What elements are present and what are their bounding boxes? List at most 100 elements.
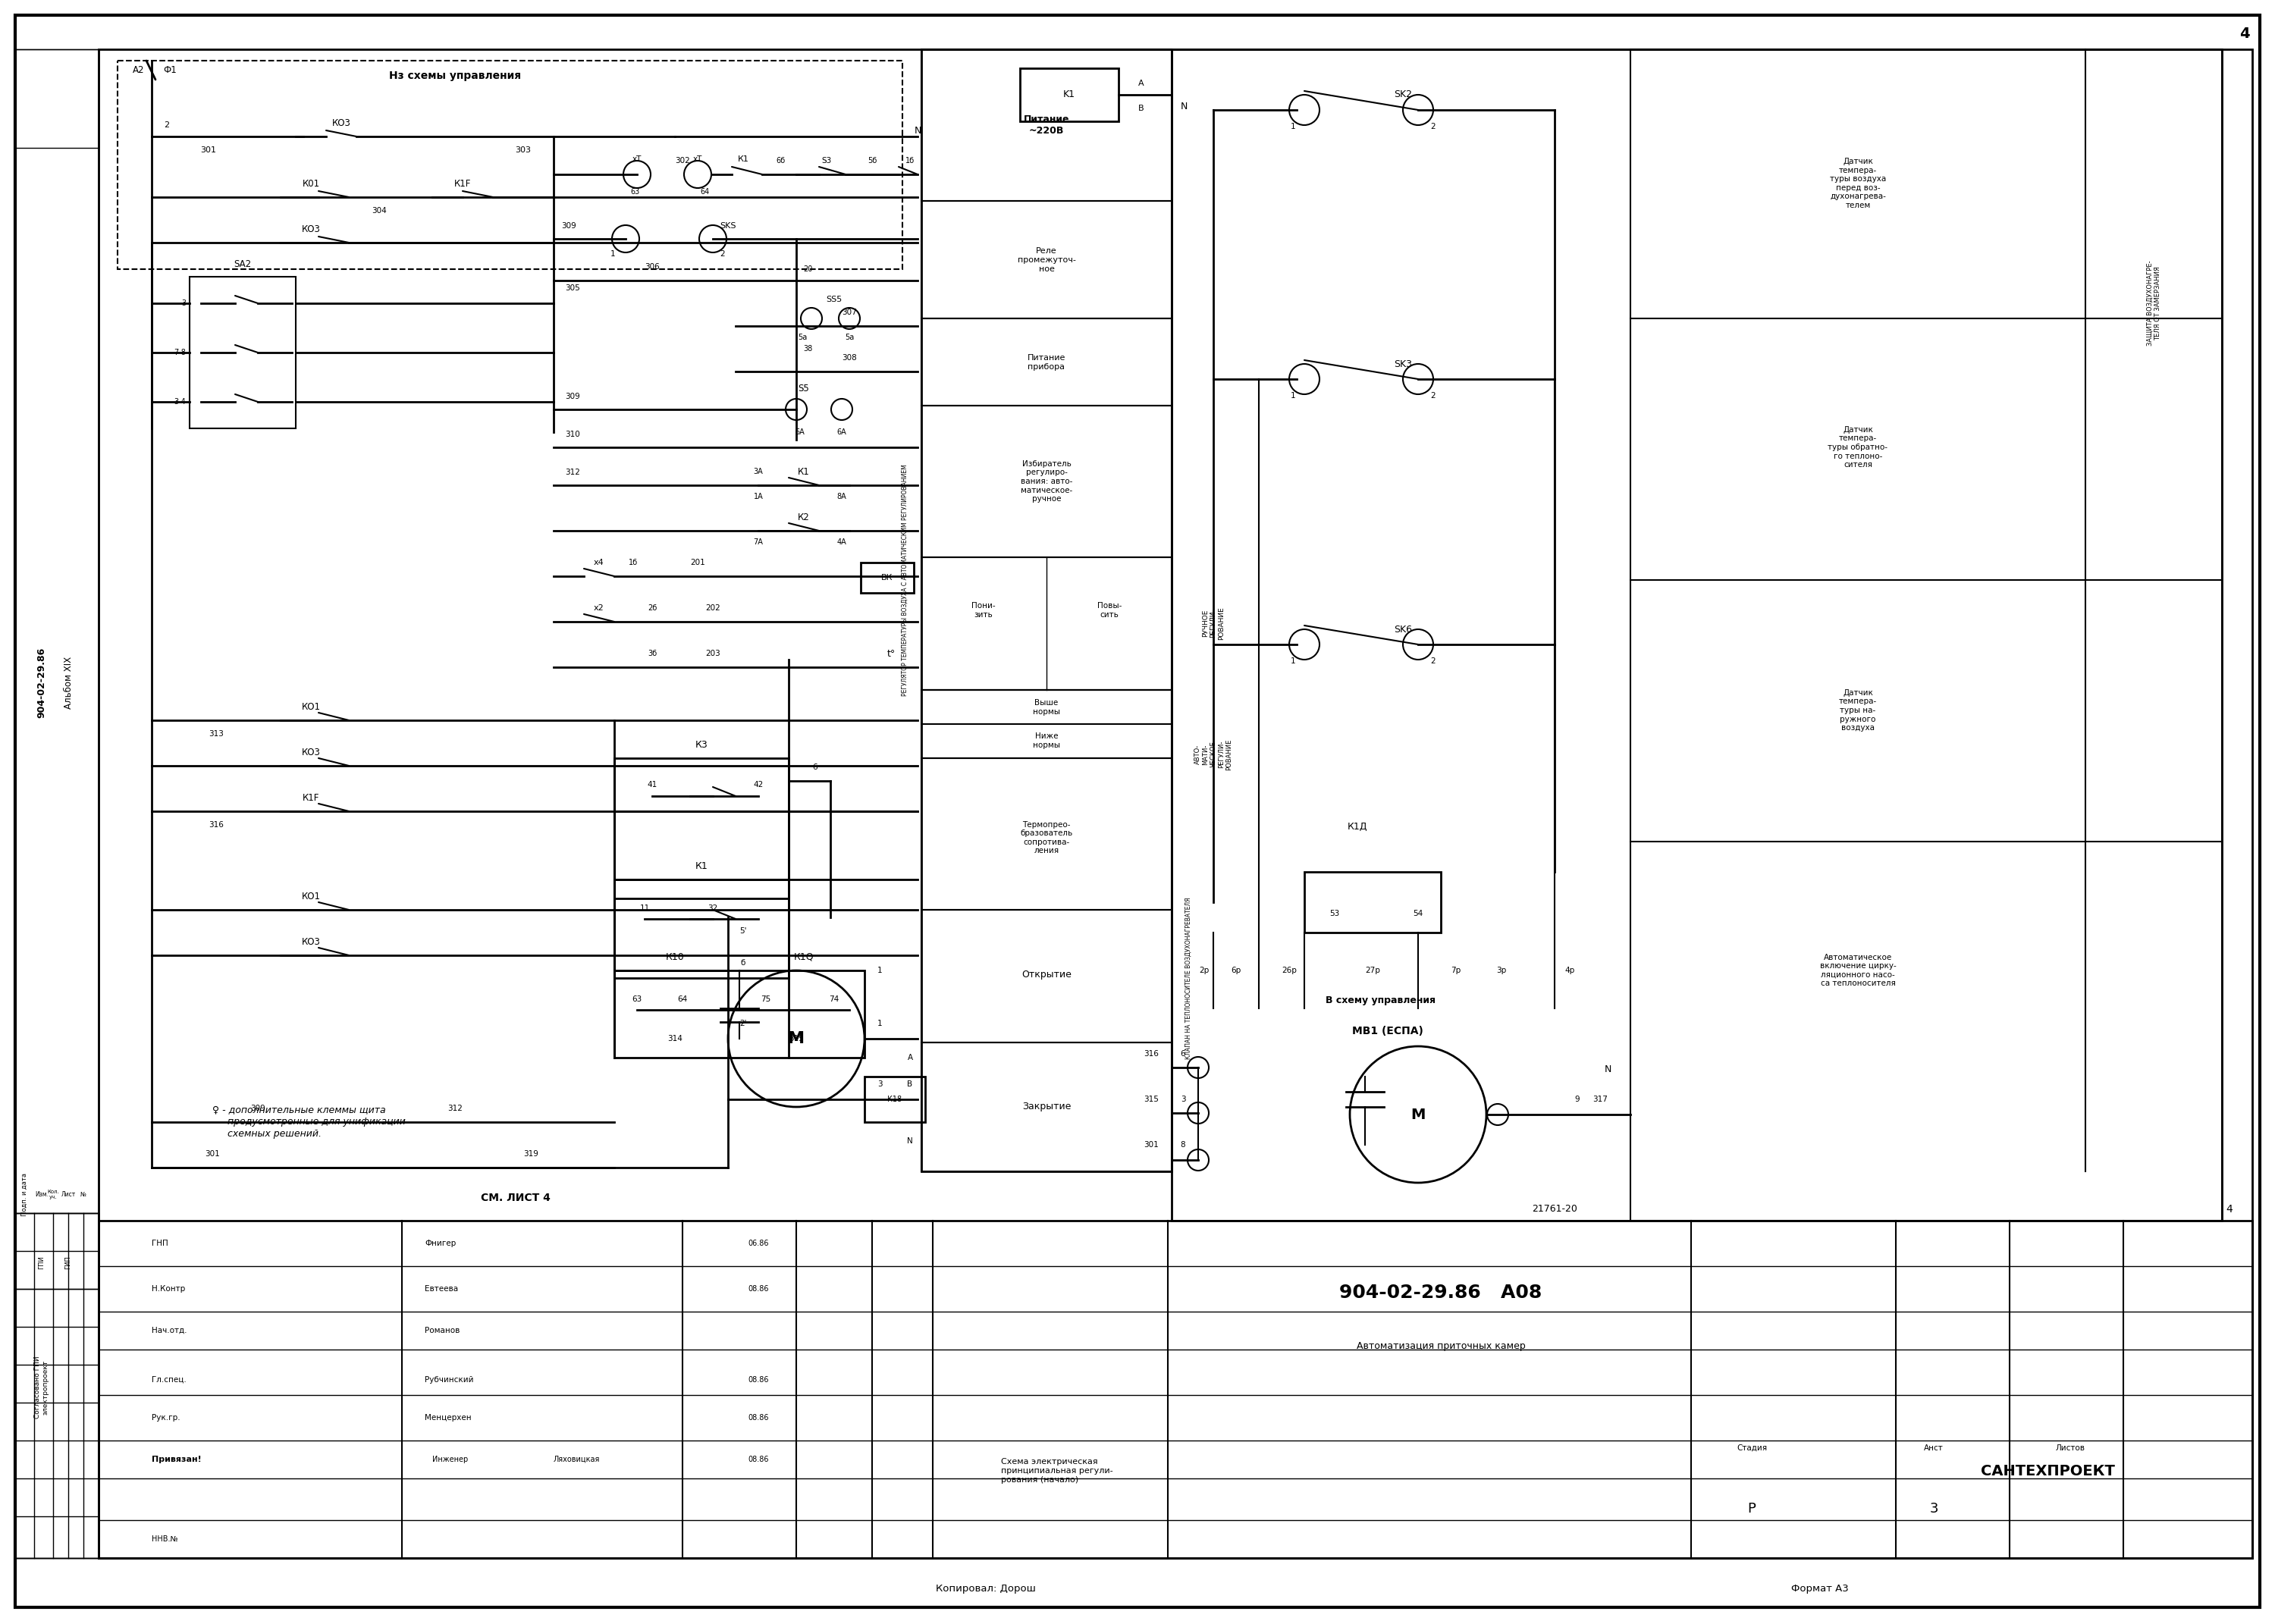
Text: 304: 304 xyxy=(371,206,387,214)
Text: Автоматическое
включение цирку-
ляционного насо-
са теплоносителя: Автоматическое включение цирку- ляционно… xyxy=(1820,953,1895,987)
Bar xyxy=(921,909,1172,1043)
Text: 4: 4 xyxy=(2239,28,2250,41)
Text: М: М xyxy=(787,1031,805,1046)
Text: 53: 53 xyxy=(1329,909,1340,918)
Text: Романов: Романов xyxy=(425,1327,460,1335)
Text: 63: 63 xyxy=(630,188,639,195)
Text: 63: 63 xyxy=(632,996,642,1004)
Bar xyxy=(921,1043,1172,1171)
Text: К3: К3 xyxy=(696,739,708,749)
Bar xyxy=(16,49,98,1557)
Text: 1б: 1б xyxy=(628,559,637,567)
Text: К1Д: К1Д xyxy=(1347,822,1367,831)
Text: ВК: ВК xyxy=(880,573,894,581)
Text: ГПИ: ГПИ xyxy=(39,1255,46,1268)
Text: Питание
прибора: Питание прибора xyxy=(1028,354,1065,370)
Text: 904-02-29.86   А08: 904-02-29.86 А08 xyxy=(1340,1283,1542,1302)
Text: К1Q: К1Q xyxy=(794,952,814,961)
Text: КО1: КО1 xyxy=(300,702,321,711)
Text: t°: t° xyxy=(887,648,896,658)
Text: 4: 4 xyxy=(2227,1203,2232,1215)
Text: 313: 313 xyxy=(209,731,223,737)
Text: 316: 316 xyxy=(1144,1051,1158,1057)
Text: К2: К2 xyxy=(799,512,810,521)
Text: 7-8: 7-8 xyxy=(173,349,187,356)
Text: КО3: КО3 xyxy=(332,119,350,128)
Text: 06.86: 06.86 xyxy=(748,1239,769,1247)
Bar xyxy=(16,1213,98,1557)
Text: 08.86: 08.86 xyxy=(748,1376,769,1384)
Text: 27р: 27р xyxy=(1365,966,1381,974)
Text: х4: х4 xyxy=(594,559,605,567)
Text: хТ: хТ xyxy=(632,156,642,162)
Bar xyxy=(921,758,1172,909)
Text: РЕГУЛЯТОР ТЕМПЕРАТУРЫ ВОЗДУХА С АВТОМАТИЧЕСКИМ РЕГУЛИРОВАНИЕМ: РЕГУЛЯТОР ТЕМПЕРАТУРЫ ВОЗДУХА С АВТОМАТИ… xyxy=(901,464,908,697)
Text: 6б: 6б xyxy=(776,158,785,164)
Text: А2: А2 xyxy=(132,65,146,75)
Text: 310: 310 xyxy=(564,430,580,438)
Text: 309: 309 xyxy=(562,222,576,229)
Text: 5': 5' xyxy=(739,927,746,935)
Bar xyxy=(98,1221,2252,1557)
Text: 2р: 2р xyxy=(1199,966,1210,974)
Text: КО1: КО1 xyxy=(300,892,321,901)
Text: 26р: 26р xyxy=(1281,966,1297,974)
Text: 315: 315 xyxy=(789,1034,803,1043)
Text: 309: 309 xyxy=(564,393,580,400)
Text: 312: 312 xyxy=(564,469,580,476)
Text: Ниже
нормы: Ниже нормы xyxy=(1033,732,1060,749)
Text: Стадия: Стадия xyxy=(1736,1444,1768,1452)
Bar xyxy=(864,1077,926,1122)
Text: 3: 3 xyxy=(182,299,187,307)
Text: х2: х2 xyxy=(594,604,605,612)
Text: ЗАЩИТА ВОЗДУХОНАГРЕ-
ТЕЛЯ ОТ ЗАМЕРЗАНИЯ: ЗАЩИТА ВОЗДУХОНАГРЕ- ТЕЛЯ ОТ ЗАМЕРЗАНИЯ xyxy=(2145,260,2161,346)
Text: 4р: 4р xyxy=(1565,966,1574,974)
Text: 2: 2 xyxy=(721,250,726,258)
Text: 308: 308 xyxy=(842,354,858,362)
Text: Выше
нормы: Выше нормы xyxy=(1033,700,1060,716)
Text: Реле
промежуточ-
ное: Реле промежуточ- ное xyxy=(1017,247,1076,273)
Text: А: А xyxy=(908,1054,912,1062)
Bar xyxy=(1172,49,2223,1221)
Bar xyxy=(921,318,1172,406)
Text: ГНП: ГНП xyxy=(152,1239,168,1247)
Text: 08.86: 08.86 xyxy=(748,1415,769,1421)
Text: Питание
~220В: Питание ~220В xyxy=(1024,114,1069,136)
Text: 319: 319 xyxy=(523,1150,539,1158)
Text: СМ. ЛИСТ 4: СМ. ЛИСТ 4 xyxy=(480,1192,551,1203)
Bar xyxy=(614,758,789,898)
Text: K1: K1 xyxy=(1062,89,1076,99)
Bar xyxy=(1019,68,1119,122)
Text: Термопрео-
бразователь
сопротива-
ления: Термопрео- бразователь сопротива- ления xyxy=(1019,820,1074,854)
Text: Альбом XIX: Альбом XIX xyxy=(64,656,73,708)
Text: 6: 6 xyxy=(812,763,817,771)
Text: Ф1: Ф1 xyxy=(164,65,177,75)
Bar xyxy=(118,60,903,270)
Text: SK6: SK6 xyxy=(1395,624,1413,635)
Text: 301: 301 xyxy=(205,1150,221,1158)
Text: МВ1 (ЕСПА): МВ1 (ЕСПА) xyxy=(1351,1026,1424,1036)
Text: 314: 314 xyxy=(667,1034,682,1043)
Text: 2': 2' xyxy=(739,1020,746,1028)
Text: Анст: Анст xyxy=(1925,1444,1943,1452)
Text: К01: К01 xyxy=(303,179,321,188)
Text: SKS: SKS xyxy=(719,222,737,229)
Text: 64: 64 xyxy=(678,996,687,1004)
Text: хТ: хТ xyxy=(694,156,703,162)
Text: 309: 309 xyxy=(250,1104,266,1112)
Bar xyxy=(16,49,98,148)
Text: Евтеева: Евтеева xyxy=(425,1285,457,1293)
Text: №: № xyxy=(80,1190,86,1197)
Text: A: A xyxy=(1138,80,1144,88)
Text: Гл.спец.: Гл.спец. xyxy=(152,1376,187,1384)
Text: 2: 2 xyxy=(164,122,171,128)
Text: 38: 38 xyxy=(803,344,812,352)
Text: 1: 1 xyxy=(1290,123,1294,130)
Bar xyxy=(921,690,1172,724)
Text: В: В xyxy=(908,1080,912,1088)
Text: 3: 3 xyxy=(878,1080,883,1088)
Text: 305: 305 xyxy=(564,284,580,292)
Text: Нз схемы управления: Нз схемы управления xyxy=(389,70,521,81)
Text: Датчик
темпера-
туры обратно-
го теплоно-
сителя: Датчик темпера- туры обратно- го теплоно… xyxy=(1829,425,1888,469)
Text: 41: 41 xyxy=(646,781,657,789)
